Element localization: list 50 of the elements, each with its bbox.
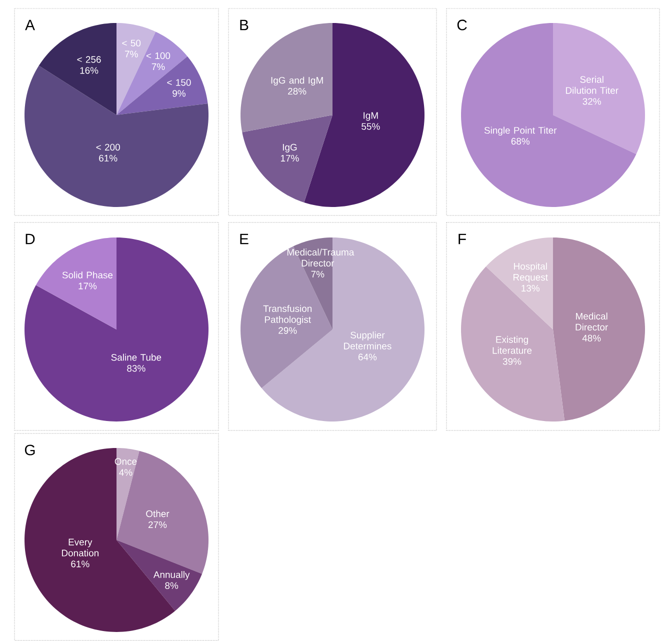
data-label: 13% [522,284,540,292]
data-label: 64% [358,354,377,360]
slice-label: Saline Tube [111,354,162,361]
data-label: 17% [280,154,299,162]
data-label: 8% [165,582,178,589]
data-label: 68% [511,138,530,145]
slice-label: IgG [282,144,297,152]
chart-title: C [457,20,467,30]
slice-label: Solid Phase [62,271,113,278]
slice-label: Single Point Titer [484,126,557,136]
slice-label: Other [146,510,170,518]
data-label: 61% [99,154,118,162]
slice-label: IgM [364,112,378,121]
data-label: 55% [362,123,380,130]
data-label: 4% [119,469,132,476]
data-label: 27% [148,521,167,528]
slice-label: < 150 [167,79,191,86]
chart-title: G [24,444,35,456]
chart-title: B [240,20,248,30]
slice-label: Medical Director [576,312,608,331]
slice-label: < 50 [122,40,141,46]
data-label: 7% [152,63,165,70]
slice-label: IgG and IgM [271,76,323,86]
data-label: 7% [311,270,324,278]
chart-title: F [458,234,466,244]
slice-label: Annually [153,571,190,580]
slice-label: Existing Literature [492,336,532,354]
slice-label: < 256 [77,56,101,63]
chart-title: E [240,234,248,244]
slice-label: Serial Dilution Titer [566,76,618,94]
data-label: 61% [71,560,90,568]
data-label: 16% [80,67,98,74]
data-label: 17% [78,282,97,290]
data-label: 9% [172,90,186,97]
slice-label: Medical/Trauma Director [287,248,354,267]
slice-label: < 200 [96,144,120,151]
data-label: 32% [582,98,601,105]
data-label: 29% [278,327,297,334]
data-label: 83% [127,364,146,372]
slice-label: Hospital Request [514,262,548,282]
slice-label: Transfusion Pathologist [263,305,312,325]
data-label: 28% [288,88,306,95]
chart-title: A [25,20,35,30]
chart-title: D [26,234,35,244]
slice-label: Every Donation [62,538,98,556]
slice-label: Supplier Determines [344,332,392,350]
slice-label: < 100 [146,52,170,60]
data-label: 48% [582,334,601,342]
data-label: 39% [502,358,522,365]
data-label: 7% [125,50,138,58]
